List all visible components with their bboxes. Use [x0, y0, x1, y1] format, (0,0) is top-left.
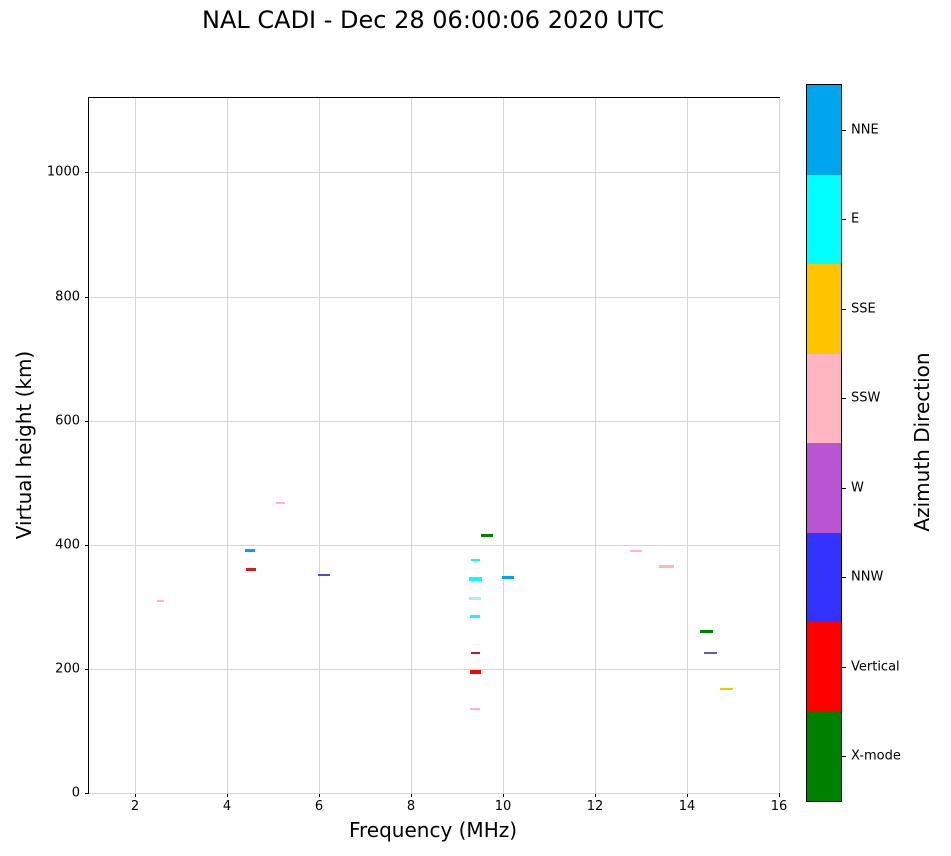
y-axis-tick: [85, 296, 89, 298]
data-marker: [156, 599, 164, 602]
gridline-horizontal: [89, 544, 779, 546]
data-marker: [470, 651, 480, 654]
data-marker: [704, 652, 718, 655]
x-tick-label: 6: [314, 799, 324, 814]
y-axis-tick: [85, 544, 89, 546]
y-axis-tick: [85, 420, 89, 422]
data-marker: [502, 576, 515, 580]
data-marker: [276, 501, 286, 504]
colorbar: NNE E SSE SSW W NNW Vertical X-mode: [806, 84, 901, 802]
data-marker: [246, 568, 257, 572]
x-tick-label: 4: [222, 799, 232, 814]
y-tick-label: 600: [55, 413, 80, 429]
x-axis-tick: [319, 793, 320, 797]
x-axis-tick: [503, 793, 504, 797]
x-axis-tick: [595, 793, 596, 797]
colorbar-segment: [807, 622, 841, 712]
data-marker: [719, 687, 733, 690]
colorbar-segment: [807, 443, 841, 533]
y-tick-label: 200: [55, 661, 80, 677]
x-axis-tick: [227, 793, 228, 797]
y-tick-label: 400: [55, 537, 80, 553]
colorbar-tick: [842, 577, 846, 579]
colorbar-tick: [842, 756, 846, 758]
data-marker: [470, 614, 481, 618]
gridline-horizontal: [89, 172, 779, 174]
colorbar-segment: [807, 264, 841, 354]
colorbar-segment: [807, 85, 841, 175]
y-tick-label: 800: [55, 289, 80, 305]
colorbar-tick-label: NNW: [851, 569, 884, 585]
colorbar-tick: [842, 308, 846, 310]
colorbar-segment: [807, 711, 841, 801]
gridline-vertical: [135, 98, 136, 793]
x-tick-label: 2: [130, 799, 140, 814]
y-axis-tick: [85, 793, 89, 794]
colorbar-tick-label: Vertical: [851, 659, 900, 675]
gridline-horizontal: [89, 793, 779, 794]
colorbar-tick-label: SSW: [851, 390, 881, 406]
data-marker: [630, 549, 643, 552]
gridline-vertical: [319, 98, 320, 793]
colorbar-segment: [807, 532, 841, 622]
gridline-vertical: [227, 98, 228, 793]
data-marker: [700, 630, 714, 634]
x-axis-tick: [779, 793, 780, 797]
x-tick-label: 16: [770, 799, 788, 814]
colorbar-tick: [842, 129, 846, 131]
colorbar-tick-label: SSE: [851, 301, 876, 317]
data-marker: [469, 669, 481, 674]
colorbar-segment: [807, 174, 841, 264]
x-axis-tick: [687, 793, 688, 797]
x-axis-tick: [135, 793, 136, 797]
y-axis-tick: [85, 668, 89, 670]
colorbar-tick: [842, 666, 846, 668]
x-tick-label: 14: [678, 799, 696, 814]
gridline-vertical: [503, 98, 504, 793]
colorbar-tick: [842, 398, 846, 400]
colorbar-label: Azimuth Direction: [910, 352, 934, 532]
colorbar-tick-label: NNE: [851, 122, 879, 138]
colorbar-tick-label: X-mode: [851, 748, 901, 764]
colorbar-tick-label: W: [851, 480, 864, 496]
gridline-vertical: [779, 98, 780, 793]
gridline-vertical: [411, 98, 412, 793]
y-tick-label: 1000: [46, 164, 80, 180]
data-marker: [470, 559, 480, 562]
y-axis-tick: [85, 172, 89, 174]
x-tick-label: 12: [586, 799, 604, 814]
x-tick-label: 8: [406, 799, 416, 814]
data-marker: [244, 549, 255, 553]
gridline-horizontal: [89, 420, 779, 422]
gridline-horizontal: [89, 296, 779, 298]
gridline-horizontal: [89, 668, 779, 670]
plot-area: 2 4 6 8 10 12 14 16 0 200 400 600 800 1000: [47, 97, 787, 813]
y-axis-label: Virtual height (km): [12, 350, 36, 540]
data-marker: [469, 596, 482, 600]
data-marker: [480, 533, 493, 537]
chart-title: NAL CADI - Dec 28 06:00:06 2020 UTC: [202, 6, 664, 34]
data-marker: [470, 708, 481, 711]
colorbar-tick: [842, 487, 846, 489]
data-marker: [658, 565, 674, 568]
x-axis-tick: [411, 793, 412, 797]
colorbar-tick-label: E: [851, 211, 860, 227]
data-marker: [317, 574, 330, 577]
gridline-vertical: [687, 98, 688, 793]
y-tick-label: 0: [71, 785, 80, 801]
data-marker: [468, 576, 482, 581]
x-tick-label: 10: [494, 799, 512, 814]
x-axis-label: Frequency (MHz): [348, 818, 518, 842]
colorbar-segment: [807, 353, 841, 443]
colorbar-tick: [842, 219, 846, 221]
gridline-vertical: [595, 98, 596, 793]
